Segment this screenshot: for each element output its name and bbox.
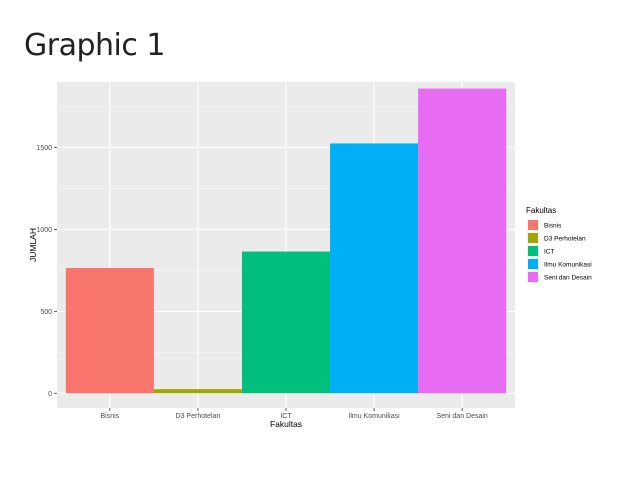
- legend-swatch: [528, 246, 538, 256]
- legend-label: Bisnis: [544, 223, 562, 230]
- y-axis-title: JUMLAH: [28, 228, 38, 262]
- legend-swatch: [528, 233, 538, 243]
- legend-label: ICT: [544, 249, 555, 256]
- legend-swatch: [528, 220, 538, 230]
- y-tick-label: 0: [48, 391, 52, 398]
- y-tick-label: 1500: [36, 145, 52, 152]
- x-axis: Bisnis D3 Perhotelan ICT Ilmu Komunikasi Sen…: [101, 408, 488, 420]
- y-tick-label: 500: [40, 309, 52, 316]
- x-axis-title: Fakultas: [270, 419, 302, 429]
- legend: Fakultas Bisnis D3 Perhotelan ICT Ilmu Komu…: [526, 206, 592, 283]
- legend-label: D3 Perhotelan: [544, 236, 586, 243]
- y-tick-label: 1000: [36, 227, 52, 234]
- x-tick-label: Bisnis: [101, 413, 120, 420]
- x-tick-label: D3 Perhotelan: [176, 413, 221, 420]
- legend-title: Fakultas: [526, 206, 556, 215]
- y-axis: 0 500 1000 1500: [36, 145, 57, 398]
- bar: [418, 88, 507, 394]
- bars: [65, 88, 507, 394]
- bar: [241, 251, 331, 394]
- x-tick-label: Ilmu Komunikasi: [348, 413, 400, 420]
- bar: [65, 267, 154, 394]
- page-title: Graphic 1: [24, 28, 165, 63]
- legend-swatch: [528, 272, 538, 282]
- bar: [153, 389, 242, 394]
- bar: [330, 143, 419, 394]
- legend-swatch: [528, 259, 538, 269]
- legend-label: Ilmu Komunikasi: [544, 262, 592, 269]
- x-tick-label: ICT: [280, 413, 292, 420]
- legend-label: Seni dan Desain: [544, 275, 592, 282]
- x-tick-label: Seni dan Desain: [436, 413, 487, 420]
